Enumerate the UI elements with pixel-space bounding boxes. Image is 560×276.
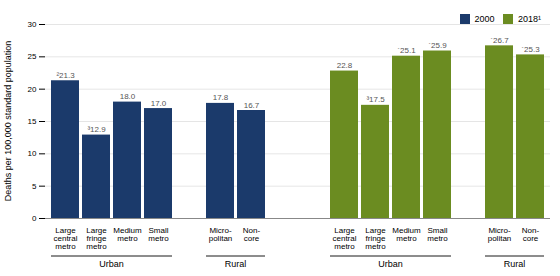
svg-text:17.0: 17.0 bbox=[151, 99, 167, 108]
svg-text:5: 5 bbox=[32, 182, 37, 191]
svg-text:Smallmetro: Smallmetro bbox=[148, 226, 169, 243]
svg-text:18.0: 18.0 bbox=[120, 92, 136, 101]
svg-text:³12.9: ³12.9 bbox=[87, 125, 106, 134]
svg-text:0: 0 bbox=[32, 214, 37, 223]
html-text:2000: 2000 bbox=[474, 13, 495, 24]
svg-text:Deaths per 100,000 standard po: Deaths per 100,000 standard population bbox=[3, 41, 13, 202]
svg-text:²21.3: ²21.3 bbox=[56, 71, 75, 80]
svg-text:10: 10 bbox=[28, 149, 37, 158]
svg-text:Largefringemetro: Largefringemetro bbox=[86, 226, 107, 251]
svg-text:30: 30 bbox=[28, 20, 37, 29]
svg-text:16.7: 16.7 bbox=[244, 101, 260, 110]
svg-text:´26.7: ´26.7 bbox=[490, 36, 509, 45]
svg-text:20: 20 bbox=[28, 85, 37, 94]
svg-text:Mediummetro: Mediummetro bbox=[113, 226, 142, 243]
svg-text:Largecentralmetro: Largecentralmetro bbox=[53, 226, 77, 251]
svg-text:Urban: Urban bbox=[99, 259, 124, 269]
svg-text:Rural: Rural bbox=[225, 259, 247, 269]
svg-text:´25.9: ´25.9 bbox=[428, 41, 447, 50]
svg-text:Largefringemetro: Largefringemetro bbox=[365, 226, 386, 251]
svg-text:Urban: Urban bbox=[378, 259, 403, 269]
svg-text:Mediummetro: Mediummetro bbox=[392, 226, 421, 243]
svg-text:22.8: 22.8 bbox=[337, 61, 353, 70]
svg-text:15: 15 bbox=[28, 117, 37, 126]
svg-text:Non-core: Non-core bbox=[243, 226, 261, 243]
svg-text:Non-core: Non-core bbox=[522, 226, 540, 243]
svg-text:Micro-politan: Micro-politan bbox=[209, 226, 233, 243]
svg-text:Rural: Rural bbox=[504, 259, 526, 269]
svg-text:´25.1: ´25.1 bbox=[397, 46, 416, 55]
svg-text:17.8: 17.8 bbox=[213, 93, 229, 102]
svg-text:³17.5: ³17.5 bbox=[366, 95, 385, 104]
svg-text:25: 25 bbox=[28, 52, 37, 61]
html-text:2018¹: 2018¹ bbox=[518, 13, 541, 24]
svg-text:Micro-politan: Micro-politan bbox=[488, 226, 512, 243]
svg-text:´25.3: ´25.3 bbox=[521, 45, 540, 54]
svg-text:Largecentralmetro: Largecentralmetro bbox=[332, 226, 356, 251]
svg-text:Smallmetro: Smallmetro bbox=[427, 226, 448, 243]
